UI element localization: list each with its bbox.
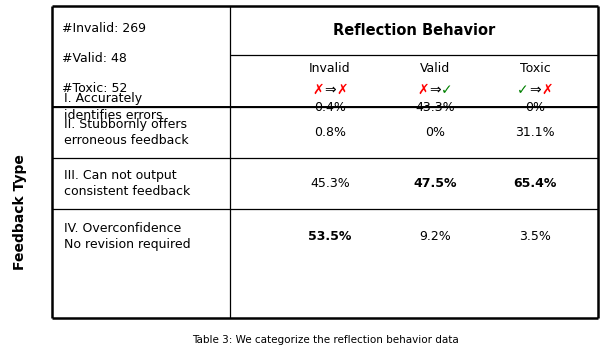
Text: Reflection Behavior: Reflection Behavior — [333, 23, 495, 38]
Text: 65.4%: 65.4% — [513, 177, 557, 190]
Text: 0.8%: 0.8% — [314, 126, 346, 139]
Text: 43.3%: 43.3% — [415, 100, 455, 113]
Text: Table 3: We categorize the reflection behavior data: Table 3: We categorize the reflection be… — [191, 335, 458, 345]
Text: 53.5%: 53.5% — [308, 230, 352, 243]
Text: 0.4%: 0.4% — [314, 100, 346, 113]
Text: 31.1%: 31.1% — [515, 126, 555, 139]
Text: ✓: ✓ — [517, 83, 529, 97]
Text: 0%: 0% — [425, 126, 445, 139]
Text: 0%: 0% — [525, 100, 545, 113]
Text: 9.2%: 9.2% — [419, 230, 451, 243]
Text: ⇒: ⇒ — [324, 83, 336, 97]
Text: ✗: ✗ — [312, 83, 324, 97]
Text: Toxic: Toxic — [519, 62, 550, 75]
Text: #Valid: 48: #Valid: 48 — [62, 51, 127, 64]
Text: ✓: ✓ — [441, 83, 453, 97]
Text: 47.5%: 47.5% — [413, 177, 457, 190]
Text: ⇒: ⇒ — [429, 83, 441, 97]
Text: Valid: Valid — [420, 62, 450, 75]
Text: I. Accurately
identifies errors: I. Accurately identifies errors — [64, 92, 162, 122]
Text: #Invalid: 269: #Invalid: 269 — [62, 22, 146, 35]
Text: ✗: ✗ — [336, 83, 348, 97]
Text: ✗: ✗ — [417, 83, 429, 97]
Text: ✗: ✗ — [541, 83, 553, 97]
Text: #Toxic: 52: #Toxic: 52 — [62, 81, 127, 95]
Text: 3.5%: 3.5% — [519, 230, 551, 243]
Text: IV. Overconfidence
No revision required: IV. Overconfidence No revision required — [64, 222, 191, 251]
Text: Invalid: Invalid — [309, 62, 351, 75]
Text: Feedback Type: Feedback Type — [13, 154, 27, 270]
Text: III. Can not output
consistent feedback: III. Can not output consistent feedback — [64, 169, 190, 198]
Text: ⇒: ⇒ — [529, 83, 541, 97]
Text: 45.3%: 45.3% — [310, 177, 350, 190]
Text: II. Stubbornly offers
erroneous feedback: II. Stubbornly offers erroneous feedback — [64, 118, 188, 147]
